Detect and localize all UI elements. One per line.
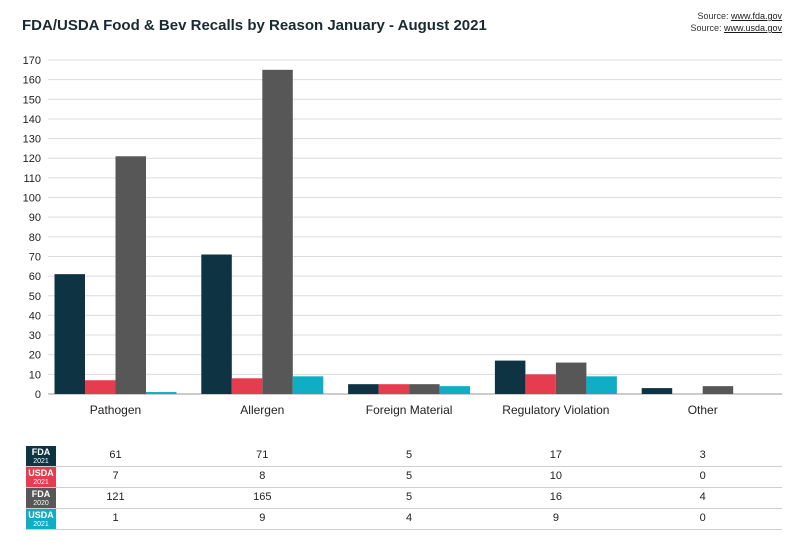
series-badge: FDA 2020 bbox=[26, 488, 56, 508]
x-tick-label: Pathogen bbox=[90, 403, 141, 417]
table-cell: 0 bbox=[699, 470, 706, 482]
y-tick-label: 170 bbox=[23, 55, 41, 67]
table-cell: 4 bbox=[699, 491, 706, 503]
y-tick-label: 40 bbox=[29, 310, 41, 322]
x-tick-label: Allergen bbox=[240, 403, 284, 417]
y-tick-label: 30 bbox=[29, 330, 41, 342]
series-year: 2021 bbox=[33, 479, 49, 486]
chart-title: FDA/USDA Food & Bev Recalls by Reason Ja… bbox=[22, 17, 487, 34]
bar bbox=[231, 378, 263, 394]
bar bbox=[85, 380, 116, 394]
table-cell: 121 bbox=[106, 491, 125, 503]
bar bbox=[494, 360, 526, 394]
bar bbox=[702, 386, 734, 394]
table-cell: 4 bbox=[406, 512, 413, 524]
y-tick-label: 80 bbox=[29, 232, 41, 244]
bar bbox=[555, 362, 587, 394]
series-badge: FDA 2021 bbox=[26, 446, 56, 466]
y-tick-label: 60 bbox=[29, 271, 41, 283]
y-tick-label: 10 bbox=[29, 369, 41, 381]
y-tick-label: 110 bbox=[23, 173, 41, 185]
y-tick-label: 100 bbox=[23, 193, 41, 205]
table-row: USDA 2021 7 8 5 10 0 bbox=[26, 467, 782, 488]
y-tick-label: 0 bbox=[35, 389, 41, 401]
series-name: USDA bbox=[28, 468, 54, 478]
y-tick-label: 150 bbox=[23, 94, 41, 106]
series-name: USDA bbox=[28, 510, 54, 520]
bar bbox=[641, 388, 673, 394]
table-cell: 7 bbox=[112, 470, 119, 482]
y-tick-label: 50 bbox=[29, 291, 41, 303]
x-tick-label: Regulatory Violation bbox=[502, 403, 609, 417]
table-row: FDA 2021 61 71 5 17 3 bbox=[26, 446, 782, 467]
table-row: USDA 2021 1 9 4 9 0 bbox=[26, 509, 782, 530]
source-usda-link[interactable]: www.usda.gov bbox=[723, 23, 782, 33]
series-year: 2021 bbox=[33, 521, 49, 528]
bar-chart: 0 10 20 30 40 50 60 70 80 90 100 110 120 130 140 150 160… bbox=[23, 55, 782, 417]
series-year: 2021 bbox=[33, 458, 49, 465]
y-tick-label: 120 bbox=[23, 153, 41, 165]
bar bbox=[378, 384, 410, 394]
sources: Source: www.fda.gov Source: www.usda.gov bbox=[690, 10, 782, 34]
table-cell: 5 bbox=[406, 491, 413, 503]
bar bbox=[439, 386, 471, 394]
table-cell: 5 bbox=[406, 449, 413, 461]
y-tick-label: 130 bbox=[23, 134, 41, 146]
table-cell: 71 bbox=[256, 449, 269, 461]
table-cell: 10 bbox=[549, 470, 563, 482]
series-year: 2020 bbox=[33, 500, 49, 507]
series-badge: USDA 2021 bbox=[26, 509, 56, 529]
y-tick-label: 90 bbox=[29, 212, 41, 224]
bar bbox=[54, 274, 85, 394]
y-tick-label: 70 bbox=[29, 251, 41, 263]
table-cell: 0 bbox=[699, 512, 706, 524]
bar bbox=[146, 392, 177, 394]
table-cell: 3 bbox=[699, 449, 706, 461]
y-tick-label: 160 bbox=[23, 75, 41, 87]
source-fda-link[interactable]: www.fda.gov bbox=[730, 11, 782, 21]
table-row: FDA 2020 121 165 5 16 4 bbox=[26, 488, 782, 509]
table-cell: 165 bbox=[253, 491, 272, 503]
source-usda: Source: www.usda.gov bbox=[690, 23, 782, 33]
table-cell: 16 bbox=[549, 491, 563, 503]
table-cell: 9 bbox=[259, 512, 266, 524]
x-tick-label: Foreign Material bbox=[366, 403, 453, 417]
bar bbox=[586, 376, 617, 394]
series-name: FDA bbox=[31, 489, 51, 499]
table-cell: 9 bbox=[552, 512, 559, 524]
table-cell: 5 bbox=[406, 470, 413, 482]
bar bbox=[409, 384, 440, 394]
bar bbox=[115, 156, 146, 394]
source-fda: Source: www.fda.gov bbox=[697, 11, 782, 21]
series-badge: USDA 2021 bbox=[26, 467, 56, 487]
table-cell: 1 bbox=[112, 512, 119, 524]
bar bbox=[525, 374, 556, 394]
y-tick-label: 20 bbox=[29, 350, 41, 362]
bar bbox=[348, 384, 379, 394]
table-cell: 17 bbox=[549, 449, 563, 461]
y-tick-label: 140 bbox=[23, 114, 41, 126]
table-cell: 8 bbox=[259, 470, 266, 482]
table-cell: 61 bbox=[109, 449, 122, 461]
series-name: FDA bbox=[31, 447, 51, 457]
data-table: FDA 2021 61 71 5 17 3 USDA 2021 7 8 5 10 0 FDA 2020 121 1… bbox=[26, 446, 782, 530]
x-tick-label: Other bbox=[688, 403, 718, 417]
bar bbox=[292, 376, 324, 394]
bar bbox=[262, 69, 293, 394]
bar bbox=[201, 254, 232, 394]
